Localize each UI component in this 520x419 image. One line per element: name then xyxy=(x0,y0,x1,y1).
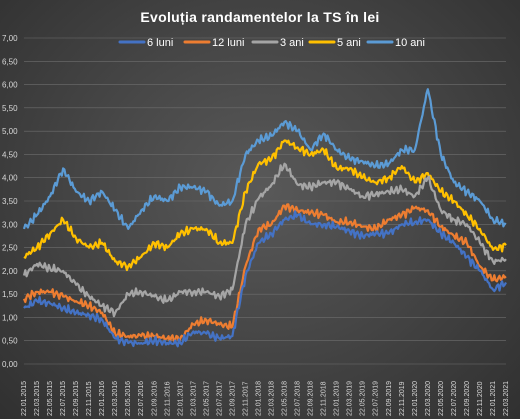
x-tick-label: 22.07.2017 xyxy=(216,381,223,416)
y-tick-label: 6,50 xyxy=(2,57,18,66)
y-tick-label: 3,50 xyxy=(2,197,18,206)
y-tick-label: 2,00 xyxy=(2,267,18,276)
x-tick-label: 22.05.2017 xyxy=(203,381,210,416)
x-tick-label: 22.09.2018 xyxy=(308,381,315,416)
y-tick-label: 2,50 xyxy=(2,244,18,253)
legend: 6 luni 12 luni 3 ani 5 ani 10 ani xyxy=(118,37,425,49)
y-tick-label: 0,00 xyxy=(2,360,18,369)
series-line-10-ani xyxy=(22,88,507,230)
x-tick-label: 22.03.2020 xyxy=(425,381,432,416)
y-tick-label: 3,00 xyxy=(2,220,18,229)
x-tick-label: 22.05.2020 xyxy=(438,381,445,416)
x-tick-label: 22.03.2016 xyxy=(112,381,119,416)
x-tick-label: 22.07.2020 xyxy=(451,381,458,416)
y-tick-label: 1,00 xyxy=(2,313,18,322)
x-tick-label: 22.09.2015 xyxy=(73,381,80,416)
x-tick-label: 22.09.2017 xyxy=(229,381,236,416)
y-axis: 0,00 0,50 1,00 1,50 2,00 2,50 3,00 3,50 4,00 4,50… xyxy=(2,34,18,369)
y-tick-label: 4,50 xyxy=(2,150,18,159)
legend-label: 5 ani xyxy=(337,37,361,49)
y-tick-label: 1,50 xyxy=(2,290,18,299)
x-tick-label: 22.03.2019 xyxy=(347,381,354,416)
y-tick-label: 7,00 xyxy=(2,34,18,43)
x-tick-label: 22.07.2019 xyxy=(373,381,380,416)
x-tick-label: 22.11.2017 xyxy=(242,381,249,416)
x-tick-label: 22.11.2020 xyxy=(477,381,484,416)
x-tick-label: 22.03.2018 xyxy=(269,381,276,416)
legend-label: 6 luni xyxy=(147,37,173,49)
x-tick-label: 22.07.2018 xyxy=(295,381,302,416)
x-tick-label: 22.01.2020 xyxy=(412,381,419,416)
x-tick-label: 22.01.2019 xyxy=(334,381,341,416)
series-line-12-luni xyxy=(22,203,507,344)
x-tick-label: 22.01.2016 xyxy=(99,381,106,416)
series-line-6-luni xyxy=(23,210,507,348)
y-tick-label: 0,50 xyxy=(2,337,18,346)
x-tick-label: 22.11.2019 xyxy=(399,381,406,416)
x-tick-label: 22.01.2021 xyxy=(490,381,497,416)
x-tick-label: 22.09.2019 xyxy=(386,381,393,416)
y-tick-label: 6,00 xyxy=(2,81,18,90)
legend-label: 10 ani xyxy=(395,37,425,49)
chart-title: Evoluția randamentelor la TS în lei xyxy=(140,9,379,25)
x-tick-label: 22.09.2020 xyxy=(464,381,471,416)
y-tick-label: 5,50 xyxy=(2,104,18,113)
x-tick-label: 22.11.2016 xyxy=(164,381,171,416)
y-tick-label: 5,00 xyxy=(2,127,18,136)
x-axis: 22.01.2015 22.03.2015 22.05.2015 22.07.2015… xyxy=(21,381,510,416)
x-tick-label: 22.03.2015 xyxy=(34,381,41,416)
x-tick-label: 22.09.2016 xyxy=(151,381,158,416)
series-line-3-ani xyxy=(22,162,507,318)
x-tick-label: 22.05.2015 xyxy=(47,381,54,416)
y-tick-label: 4,00 xyxy=(2,174,18,183)
x-tick-label: 22.07.2015 xyxy=(60,381,67,416)
x-tick-label: 22.11.2018 xyxy=(321,381,328,416)
x-tick-label: 22.01.2018 xyxy=(255,381,262,416)
x-tick-label: 22.07.2016 xyxy=(138,381,145,416)
plot-area xyxy=(22,88,507,348)
x-tick-label: 22.01.2015 xyxy=(21,381,28,416)
x-tick-label: 22.01.2017 xyxy=(177,381,184,416)
x-tick-label: 22.03.2021 xyxy=(503,381,510,416)
x-tick-label: 22.05.2018 xyxy=(282,381,289,416)
x-tick-label: 22.03.2017 xyxy=(190,381,197,416)
x-tick-label: 22.05.2019 xyxy=(360,381,367,416)
legend-label: 12 luni xyxy=(212,37,244,49)
legend-label: 3 ani xyxy=(280,37,304,49)
series-line-5-ani xyxy=(23,139,507,272)
x-tick-label: 22.05.2016 xyxy=(125,381,132,416)
x-tick-label: 22.11.2015 xyxy=(86,381,93,416)
